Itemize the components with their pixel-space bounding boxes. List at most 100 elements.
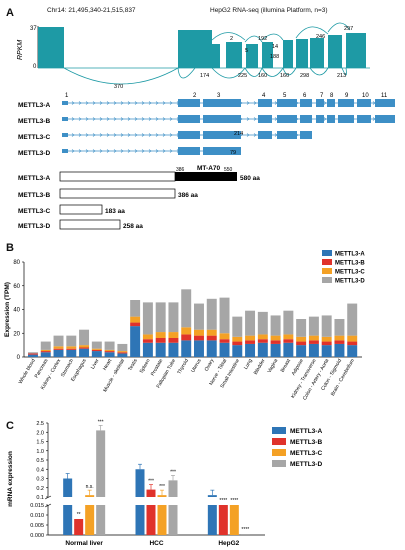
bar-lower	[229, 505, 239, 535]
strand-arrow	[99, 101, 103, 105]
bar-segment	[40, 351, 51, 353]
svg-text:10: 10	[362, 93, 369, 99]
isoform-label: METTL3-A	[18, 102, 50, 109]
bar-segment	[270, 340, 281, 344]
bar-segment	[245, 340, 256, 344]
bar-segment	[245, 343, 256, 357]
svg-text:METTL3-A: METTL3-A	[18, 175, 50, 182]
exon-block	[327, 99, 335, 107]
strand-arrow	[134, 101, 138, 105]
length-b: 386 aa	[178, 192, 198, 199]
isoform-label: METTL3-D	[18, 150, 50, 157]
y-tick-label: 0.1	[36, 495, 44, 501]
exon-block	[203, 115, 241, 123]
strand-arrow	[71, 117, 75, 121]
bar-segment	[347, 303, 358, 336]
strand-arrow	[141, 117, 145, 121]
x-tick-label: Normal liver	[65, 540, 103, 547]
strand-arrow	[127, 101, 131, 105]
bar-segment	[206, 340, 217, 357]
exon-block	[62, 101, 68, 105]
strand-arrow	[113, 101, 117, 105]
bar-segment	[79, 348, 90, 357]
strand-arrow	[253, 133, 257, 137]
bar-segment	[117, 353, 128, 357]
legend-label: METTL3-C	[335, 270, 365, 276]
length-d: 258 aa	[123, 223, 143, 230]
bar-segment	[168, 338, 179, 343]
strand-arrow	[120, 101, 124, 105]
strand-arrow	[78, 133, 82, 137]
bar-segment	[130, 326, 141, 357]
legend-swatch	[322, 277, 332, 283]
protein-isoform-labels: METTL3-A METTL3-B METTL3-C METTL3-D	[18, 175, 50, 230]
domain-start: 386	[176, 167, 185, 173]
strand-arrow	[141, 133, 145, 137]
panel-c-letter: C	[6, 420, 14, 432]
y-tick-label: 60	[13, 284, 20, 290]
x-tick-label: Liver	[90, 358, 101, 371]
y-axis-label: mRNA expression	[7, 451, 14, 507]
strand-arrow	[169, 101, 173, 105]
bar-lower	[74, 519, 84, 535]
bar-segment	[206, 298, 217, 330]
strand-arrow	[113, 133, 117, 137]
strand-arrow	[85, 133, 89, 137]
bar-upper	[135, 469, 145, 497]
bar-segment	[130, 322, 141, 327]
strand-arrow	[155, 117, 159, 121]
bar-segment	[194, 329, 204, 336]
bar-segment	[155, 338, 166, 343]
genomic-coordinate: Chr14: 21,495,340-21,515,837	[47, 7, 136, 14]
bar-segment	[283, 339, 294, 343]
bar-segment	[155, 302, 166, 333]
svg-text:214: 214	[234, 131, 243, 137]
strand-arrow	[162, 117, 166, 121]
bar-segment	[142, 339, 153, 343]
strand-arrow	[148, 149, 152, 153]
bar-upper	[168, 480, 178, 497]
bar-segment	[270, 335, 281, 341]
y-tick-label: 2.0	[36, 430, 44, 436]
bar-segment	[270, 315, 281, 336]
bar-segment	[168, 342, 179, 357]
bar-lower	[168, 505, 178, 535]
bar-segment	[194, 335, 204, 341]
strand-arrow	[120, 133, 124, 137]
significance-mark: ***	[159, 484, 165, 490]
mrna-expression-chart: 0.1 0.2 0.3 0.4 0.5 1.0 1.5 2.0 2.5 0.000 0.005 0.0…	[7, 419, 322, 547]
isoform-structures: METTL3-A METTL3-B METTL3-C METTL3-D	[18, 99, 395, 157]
rpkm-top-tick: 37	[30, 26, 37, 32]
y-tick-label: 20	[13, 331, 20, 337]
bar-segment	[283, 310, 294, 335]
strand-arrow	[323, 101, 327, 105]
legend-label: METTL3-B	[335, 261, 365, 267]
svg-text:6: 6	[303, 93, 307, 99]
axis-break-mark	[44, 495, 52, 500]
strand-arrow	[134, 117, 138, 121]
strand-arrow	[134, 133, 138, 137]
bar-segment	[219, 339, 230, 343]
bar-segment	[91, 349, 102, 352]
bar-segment	[219, 297, 230, 334]
svg-text:297: 297	[344, 26, 353, 32]
rpkm-axis-label: RPKM	[17, 40, 24, 60]
bar-segment	[334, 340, 345, 344]
exon-block	[178, 99, 200, 107]
svg-text:160: 160	[280, 73, 289, 79]
strand-arrow	[71, 101, 75, 105]
strand-arrow	[85, 117, 89, 121]
svg-text:3: 3	[217, 93, 221, 99]
x-tick-label: Heart	[102, 357, 114, 371]
svg-text:225: 225	[238, 73, 247, 79]
y-tick-label: 0.000	[30, 533, 44, 539]
rpkm-zero-tick: 0	[33, 64, 37, 70]
y-tick-label: 0.3	[36, 477, 44, 483]
exon-block	[258, 131, 272, 139]
exon-block	[258, 115, 272, 123]
svg-text:1: 1	[65, 93, 69, 99]
y-axis-label: Expression (TPM)	[4, 282, 11, 337]
significance-mark: **	[77, 512, 81, 518]
strand-arrow	[141, 101, 145, 105]
bar-segment	[181, 327, 192, 335]
